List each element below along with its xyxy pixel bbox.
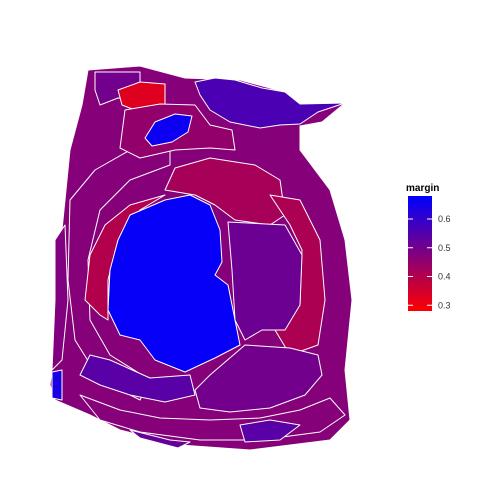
region-west-edge-strip[interactable] <box>51 224 69 371</box>
legend-title: margin <box>406 183 439 194</box>
legend-tick-label: 0.3 <box>438 300 451 310</box>
region-west-ring[interactable] <box>84 194 166 321</box>
region-central-blue[interactable] <box>107 194 241 373</box>
legend-tick-label: 0.5 <box>438 243 451 253</box>
region-south-edge[interactable] <box>129 429 191 449</box>
map-regions <box>49 65 353 451</box>
legend-colorbar <box>408 196 432 311</box>
legend-tick-label: 0.6 <box>438 214 451 224</box>
region-north-blue-lens[interactable] <box>144 113 193 147</box>
region-northeast-arm[interactable] <box>194 77 346 129</box>
region-southwest-band[interactable] <box>79 354 196 403</box>
legend-tick-label: 0.4 <box>438 272 451 282</box>
region-central-east-purple[interactable] <box>227 221 303 341</box>
region-southeast-blob[interactable] <box>239 419 301 443</box>
legend-ticks: 0.6 0.5 0.4 0.3 <box>408 214 451 310</box>
region-south-purple[interactable] <box>194 344 323 413</box>
region-southwest-corner-blue[interactable] <box>51 369 63 401</box>
legend: margin 0.6 0.5 0.4 0.3 <box>406 183 451 311</box>
